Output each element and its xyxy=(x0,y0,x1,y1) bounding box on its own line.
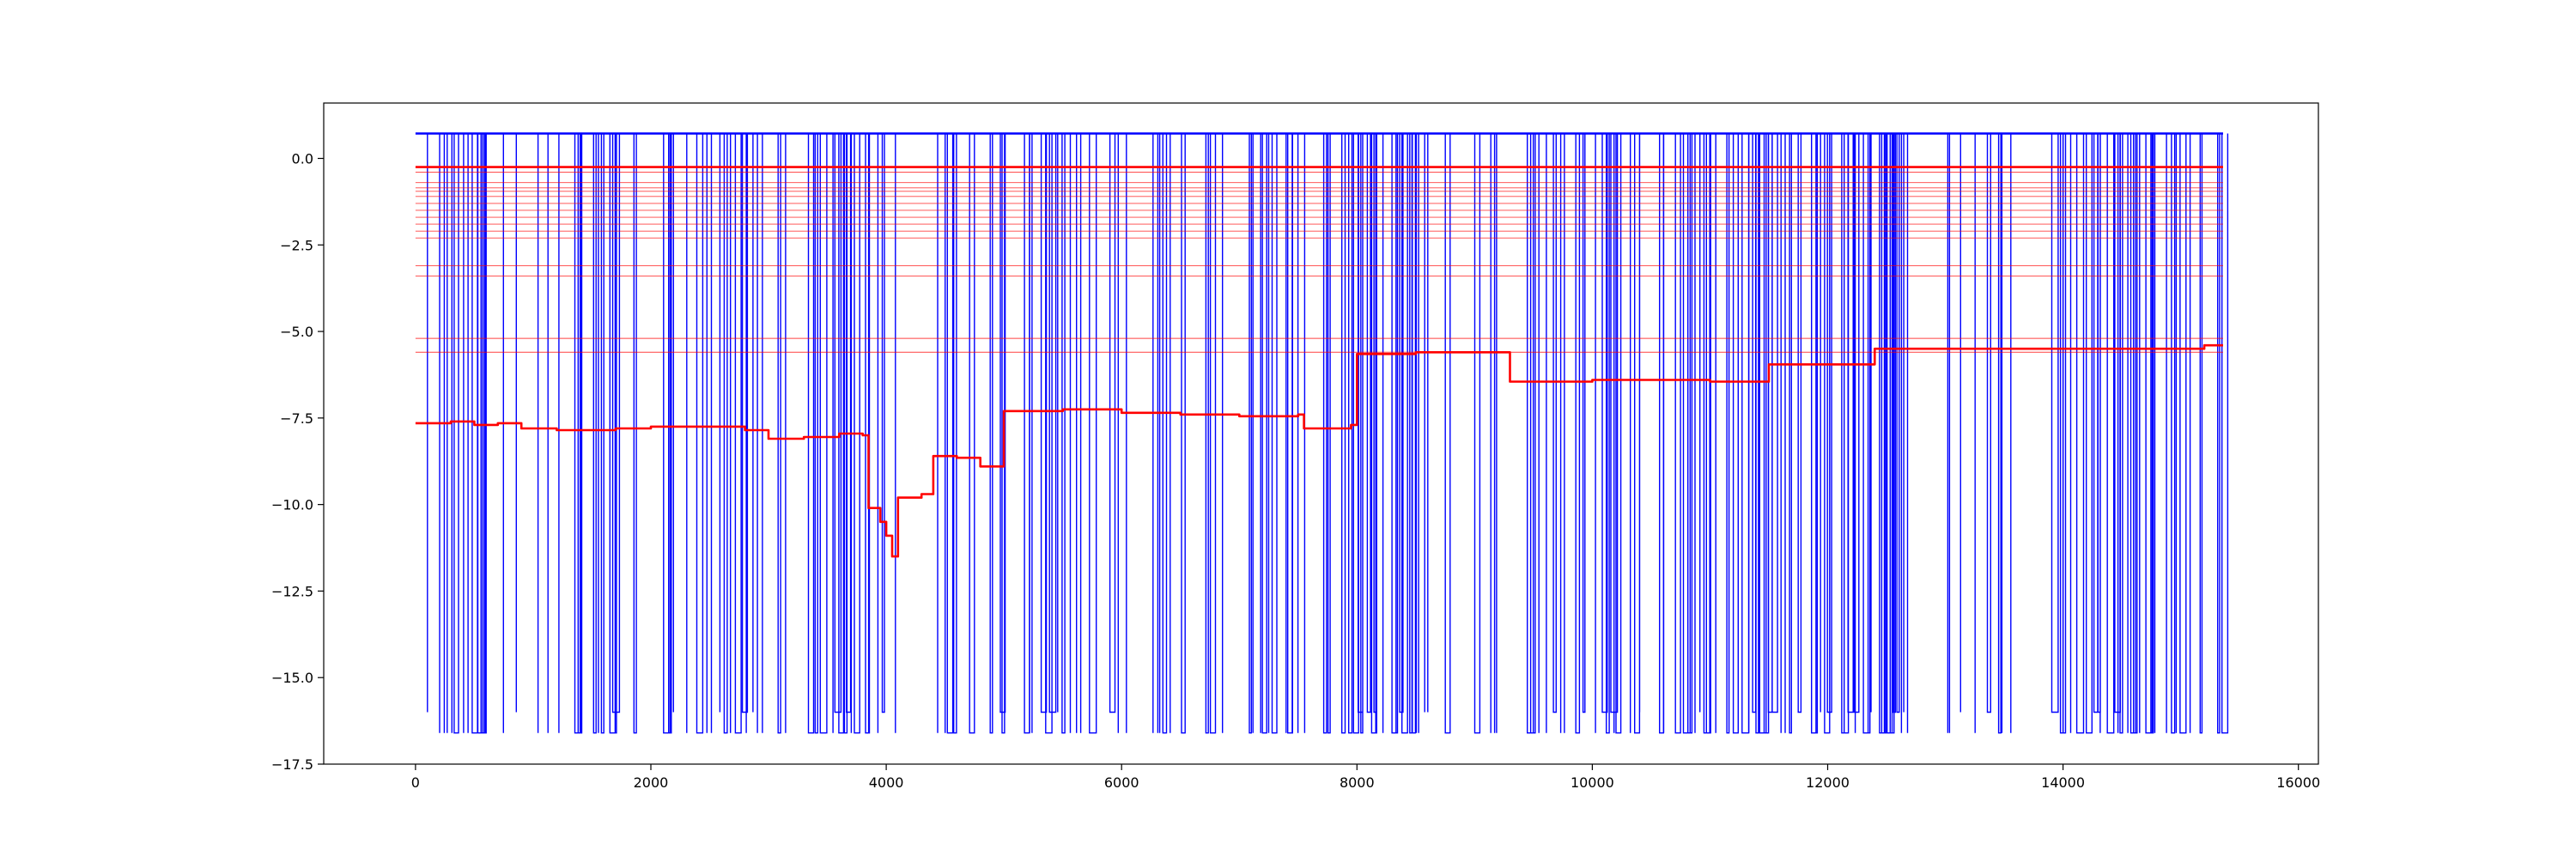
red-step-line xyxy=(415,343,2223,558)
x-tick-label: 10000 xyxy=(1571,774,1614,791)
y-tick-label: −17.5 xyxy=(271,756,313,773)
blue-series xyxy=(415,132,2229,734)
y-tick-label: −10.0 xyxy=(271,497,313,513)
red-band-series xyxy=(415,166,2223,353)
y-tick-label: −12.5 xyxy=(271,583,313,599)
red-step-series xyxy=(415,343,2223,558)
blue-spikes xyxy=(427,133,2229,734)
y-tick-label: −7.5 xyxy=(280,410,313,427)
x-tick-label: 2000 xyxy=(634,774,669,791)
y-axis: 0.0 −2.5 −5.0 −7.5 −10.0 −12.5 −15.0 −17.5 xyxy=(271,151,324,773)
x-tick-label: 12000 xyxy=(1806,774,1850,791)
x-tick-label: 16000 xyxy=(2276,774,2320,791)
x-tick-label: 14000 xyxy=(2041,774,2085,791)
plot-frame xyxy=(323,102,2319,765)
x-axis: 0 2000 4000 6000 8000 10000 12000 14000 16000 xyxy=(411,764,2320,791)
x-tick-label: 8000 xyxy=(1340,774,1375,791)
y-tick-label: −2.5 xyxy=(280,237,313,253)
y-tick-label: −15.0 xyxy=(271,670,313,686)
y-tick-label: −5.0 xyxy=(280,324,313,340)
x-tick-label: 6000 xyxy=(1104,774,1139,791)
x-tick-label: 4000 xyxy=(869,774,904,791)
x-tick-label: 0 xyxy=(411,774,420,791)
y-tick-label: 0.0 xyxy=(292,151,313,167)
